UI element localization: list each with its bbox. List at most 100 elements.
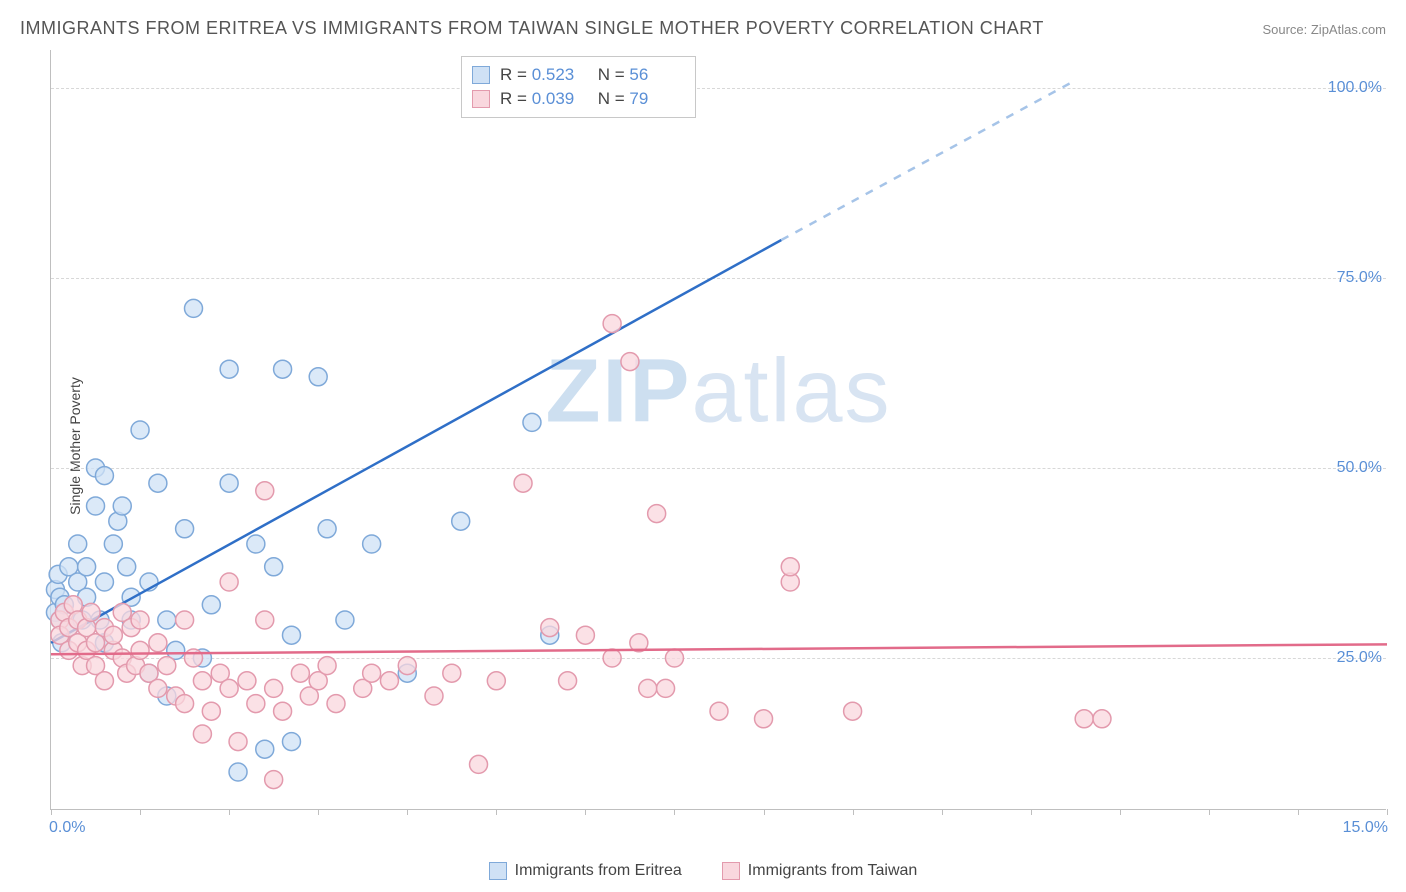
scatter-point	[291, 664, 309, 682]
scatter-point	[487, 672, 505, 690]
y-tick-label: 75.0%	[1337, 269, 1382, 287]
x-tick	[407, 809, 408, 815]
eq-0b: =	[615, 65, 625, 84]
scatter-point	[131, 421, 149, 439]
scatter-point	[229, 763, 247, 781]
legend-swatch-0	[472, 66, 490, 84]
scatter-point	[621, 353, 639, 371]
bottom-legend: Immigrants from Eritrea Immigrants from …	[0, 862, 1406, 880]
scatter-point	[274, 702, 292, 720]
x-tick	[1120, 809, 1121, 815]
x-tick	[1387, 809, 1388, 815]
x-tick-label-min: 0.0%	[49, 819, 85, 837]
x-tick	[942, 809, 943, 815]
scatter-point	[425, 687, 443, 705]
trendline-extrapolated	[781, 80, 1075, 240]
scatter-point	[113, 497, 131, 515]
stat-r-0: 0.523	[532, 65, 588, 85]
scatter-point	[69, 535, 87, 553]
scatter-point	[363, 535, 381, 553]
scatter-point	[452, 512, 470, 530]
trendline	[51, 644, 1387, 654]
scatter-point	[176, 695, 194, 713]
scatter-point	[193, 725, 211, 743]
scatter-point	[158, 657, 176, 675]
bottom-legend-label-0: Immigrants from Eritrea	[515, 862, 682, 880]
scatter-point	[514, 474, 532, 492]
stat-n-0: 56	[629, 65, 685, 85]
scatter-point	[95, 467, 113, 485]
stats-legend-row-0: R = 0.523 N = 56	[472, 63, 685, 87]
scatter-point	[380, 672, 398, 690]
stats-legend-box: R = 0.523 N = 56 R = 0.039 N = 79	[461, 56, 696, 118]
scatter-point	[781, 558, 799, 576]
scatter-point	[398, 657, 416, 675]
scatter-point	[523, 413, 541, 431]
source-label: Source: ZipAtlas.com	[1262, 22, 1386, 37]
x-tick	[764, 809, 765, 815]
scatter-point	[185, 649, 203, 667]
scatter-point	[104, 626, 122, 644]
scatter-point	[149, 474, 167, 492]
eq-1a: =	[517, 89, 527, 108]
scatter-point	[238, 672, 256, 690]
scatter-point	[158, 611, 176, 629]
scatter-point	[318, 657, 336, 675]
x-tick	[1209, 809, 1210, 815]
plot-area: ZIPatlas R = 0.523 N = 56 R = 0.039 N = …	[50, 50, 1386, 810]
scatter-point	[220, 573, 238, 591]
eq-0a: =	[517, 65, 527, 84]
bottom-legend-item-0: Immigrants from Eritrea	[489, 862, 682, 880]
scatter-point	[202, 702, 220, 720]
x-tick	[496, 809, 497, 815]
scatter-point	[710, 702, 728, 720]
scatter-point	[336, 611, 354, 629]
stat-n-label-1: N	[598, 89, 610, 108]
scatter-point	[274, 360, 292, 378]
scatter-point	[282, 733, 300, 751]
scatter-point	[78, 558, 96, 576]
scatter-point	[176, 611, 194, 629]
scatter-point	[131, 611, 149, 629]
scatter-point	[1075, 710, 1093, 728]
x-tick	[318, 809, 319, 815]
plot-svg	[51, 50, 1386, 809]
bottom-legend-swatch-0	[489, 862, 507, 880]
scatter-point	[176, 520, 194, 538]
scatter-point	[185, 299, 203, 317]
scatter-point	[265, 558, 283, 576]
scatter-point	[576, 626, 594, 644]
scatter-point	[755, 710, 773, 728]
scatter-point	[648, 505, 666, 523]
scatter-point	[363, 664, 381, 682]
chart-title: IMMIGRANTS FROM ERITREA VS IMMIGRANTS FR…	[20, 18, 1044, 39]
x-tick	[674, 809, 675, 815]
x-tick	[51, 809, 52, 815]
x-tick	[1031, 809, 1032, 815]
scatter-point	[87, 497, 105, 515]
scatter-point	[149, 679, 167, 697]
scatter-point	[193, 672, 211, 690]
scatter-point	[220, 474, 238, 492]
y-tick-label: 100.0%	[1328, 79, 1382, 97]
scatter-point	[256, 740, 274, 758]
scatter-point	[256, 482, 274, 500]
scatter-point	[639, 679, 657, 697]
scatter-point	[1093, 710, 1111, 728]
scatter-point	[256, 611, 274, 629]
scatter-point	[309, 368, 327, 386]
bottom-legend-label-1: Immigrants from Taiwan	[748, 862, 918, 880]
stats-legend-row-1: R = 0.039 N = 79	[472, 87, 685, 111]
x-tick	[1298, 809, 1299, 815]
x-tick	[853, 809, 854, 815]
scatter-point	[541, 619, 559, 637]
scatter-point	[229, 733, 247, 751]
scatter-point	[327, 695, 345, 713]
scatter-point	[282, 626, 300, 644]
scatter-point	[202, 596, 220, 614]
eq-1b: =	[615, 89, 625, 108]
chart-container: IMMIGRANTS FROM ERITREA VS IMMIGRANTS FR…	[0, 0, 1406, 892]
scatter-point	[220, 360, 238, 378]
trendline	[51, 240, 781, 643]
scatter-point	[247, 535, 265, 553]
